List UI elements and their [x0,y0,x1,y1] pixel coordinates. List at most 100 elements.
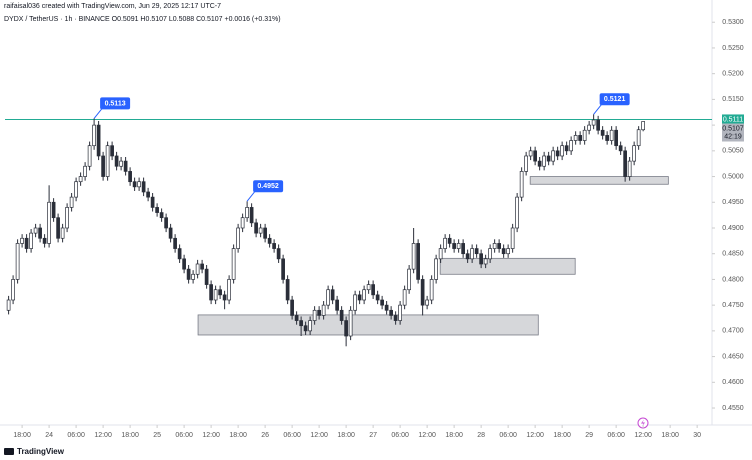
candle-body [407,268,411,291]
candle-body [402,289,407,306]
candle-body [425,299,429,306]
callout-pointer [246,190,256,202]
candle-body [218,289,222,296]
candle-body [416,243,420,280]
x-tick-label: 26 [261,432,269,439]
candle-body [578,135,582,141]
x-tick-label: 06:00 [67,432,85,439]
symbol-info: DYDX / TetherUS · 1h · BINANCE O0.5091 H… [4,16,281,23]
candle-body [114,155,119,167]
candle-body [357,294,362,301]
y-tick-label: 0.5050 [722,148,744,155]
candle-body [20,237,24,244]
y-tick-label: 0.4950 [722,199,744,206]
y-tick-label: 0.4800 [722,276,744,283]
plot: 0.5113 0.4952 0.5121 [5,93,712,347]
x-tick-label: 28 [477,432,485,439]
candle-body [78,176,83,183]
candle-body [92,124,96,147]
candle-body [285,279,290,301]
candle-body [641,121,645,131]
candle-body [506,248,510,255]
candle-body [137,181,141,188]
candle-body [254,222,258,234]
candle-body [177,248,182,260]
x-tick-label: 06:00 [391,432,409,439]
candle-body [353,294,357,311]
candle-body [429,279,434,301]
candle-body [209,284,213,301]
candle-body [141,181,146,193]
x-tick-label: 12:00 [202,432,220,439]
candle-body [366,284,371,291]
callout-box [599,93,630,106]
candle-body [74,181,78,198]
candle-body [362,289,366,301]
y-tick-label: 0.4750 [722,302,744,309]
x-tick-label: 12:00 [94,432,112,439]
candle-body [573,135,578,141]
candle-body [560,145,564,157]
candle-body [105,145,110,177]
candle-body [524,155,528,172]
candle-body [542,155,546,167]
last-price-box [722,123,744,142]
x-tick-label: 06:00 [175,432,193,439]
x-tick-label: 12:00 [418,432,436,439]
candle-body [389,309,393,316]
candle-body [146,191,150,198]
candle-body [173,237,177,249]
candle-body [551,150,555,162]
callout-box [100,97,131,110]
candle-body [537,160,542,167]
y-tick-label: 0.4900 [722,225,744,232]
x-tick-label: 27 [369,432,377,439]
candle-body [470,248,474,260]
candle-body [56,217,60,239]
candle-body [564,145,569,152]
candle-body [335,299,339,311]
candle-body [249,207,254,224]
candle-body [182,258,186,270]
candle-body [591,119,596,126]
candle-body [533,150,537,162]
candle-body [308,320,312,332]
candle-body [33,227,38,234]
callout-pointer [593,103,603,115]
candle-body [326,289,330,306]
y-tick-label: 0.5250 [722,45,744,52]
x-tick-label: 18:00 [337,432,355,439]
candle-body [24,237,29,249]
candle-body [222,294,227,301]
candle-body [452,243,456,249]
candle-body [330,289,335,301]
candle-body [132,181,137,188]
countdown-label: 42:19 [724,133,742,140]
candle-body [483,258,488,265]
candle-body [461,243,465,255]
candle-body [618,145,623,152]
candle-body [299,320,303,327]
candle-body [375,294,380,301]
candle-body [434,258,438,280]
x-tick-label: 12:00 [310,432,328,439]
candle-body [159,212,164,219]
candle-body [15,243,20,280]
candle-body [60,227,65,239]
candle-body [312,309,317,321]
candle-body [240,217,245,229]
candle-body [623,150,627,177]
candle-body [339,309,344,321]
candle-body [290,299,294,316]
candle-body [344,320,348,337]
candle-body [420,279,425,306]
candle-body [195,263,200,275]
candle-body [6,299,11,311]
x-tick-label: 18:00 [445,432,463,439]
y-tick-label: 0.4600 [722,379,744,386]
candle-body [515,196,519,229]
candle-body [83,165,87,177]
x-tick-label: 18:00 [229,432,247,439]
